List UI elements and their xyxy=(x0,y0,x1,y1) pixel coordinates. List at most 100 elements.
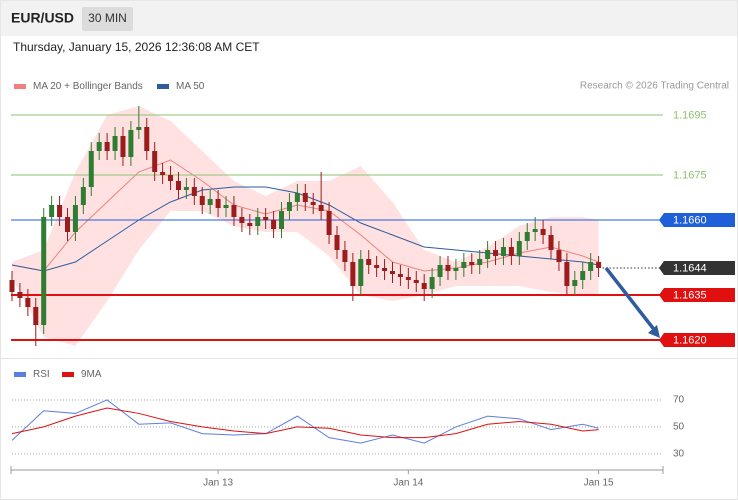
y-tick-label: 70 xyxy=(673,395,685,406)
candle-body xyxy=(453,268,459,271)
candle-body xyxy=(540,229,546,235)
candle-body xyxy=(57,205,63,217)
candle-body xyxy=(342,250,348,262)
forecast-arrow xyxy=(604,266,658,334)
candle-body xyxy=(175,181,181,190)
candle-body xyxy=(128,130,134,157)
candle-body xyxy=(223,205,229,208)
candle-body xyxy=(120,136,126,157)
legend-label: MA 50 xyxy=(176,81,205,92)
candle-body xyxy=(334,235,340,250)
level-label: 1.1675 xyxy=(673,169,707,181)
timeframe-badge[interactable] xyxy=(82,7,133,31)
level-label: 1.1660 xyxy=(673,214,707,226)
candle-body xyxy=(548,235,554,250)
level-label-tip xyxy=(659,213,664,227)
bollinger-band xyxy=(12,106,599,346)
candle-body xyxy=(144,127,150,151)
candle-body xyxy=(437,265,443,277)
level-label: 1.1620 xyxy=(673,334,707,346)
candle-body xyxy=(80,187,86,205)
level-label-tip xyxy=(659,288,664,302)
candle-body xyxy=(588,262,594,271)
level-label: 1.1695 xyxy=(673,109,707,121)
candle-body xyxy=(524,232,530,241)
candle-body xyxy=(88,151,94,187)
symbol: EUR/USD xyxy=(11,10,74,26)
level-label: 1.1644 xyxy=(673,262,707,274)
candle-body xyxy=(413,280,419,283)
candle-body xyxy=(374,265,380,268)
indicator-line xyxy=(11,407,599,439)
candle-body xyxy=(445,265,451,271)
candle-body xyxy=(247,223,253,226)
legend-label: 9MA xyxy=(81,369,102,380)
candle-body xyxy=(17,292,23,298)
candle-body xyxy=(564,262,570,286)
candle-body xyxy=(183,187,189,190)
candle-body xyxy=(350,262,356,286)
candle-body xyxy=(500,247,506,256)
candle-body xyxy=(152,151,158,172)
indicator-line xyxy=(11,399,599,444)
y-tick-label: 30 xyxy=(673,448,685,459)
candle-body xyxy=(263,217,269,220)
candle-body xyxy=(215,199,221,208)
forecast-arrowhead xyxy=(648,325,660,338)
level-label-box xyxy=(664,288,735,302)
candle-body xyxy=(207,199,213,205)
candle-body xyxy=(461,262,467,268)
legend-swatch xyxy=(62,372,74,377)
candle-body xyxy=(516,241,522,256)
level-label-box xyxy=(664,333,735,347)
candle-body xyxy=(49,205,55,217)
candle-body xyxy=(96,142,102,151)
level-label-box xyxy=(664,261,735,275)
candle-body xyxy=(136,127,142,130)
x-tick-label: Jan 14 xyxy=(393,478,423,489)
candle-body xyxy=(33,307,39,325)
candle-body xyxy=(72,205,78,232)
candle-body xyxy=(493,250,499,256)
candle-body xyxy=(477,259,483,265)
candle-body xyxy=(556,250,562,262)
timeframe[interactable]: 30 MIN xyxy=(88,11,127,25)
legend-swatch xyxy=(14,372,26,377)
legend-label: RSI xyxy=(33,369,50,380)
legend-swatch xyxy=(157,84,169,89)
candle-body xyxy=(271,220,277,229)
candle-body xyxy=(9,280,15,292)
candle-body xyxy=(405,277,411,280)
candle-body xyxy=(239,217,245,223)
candle-body xyxy=(25,298,31,307)
candle-body xyxy=(508,247,514,256)
candle-body xyxy=(572,280,578,286)
candle-body xyxy=(286,202,292,211)
candle-body xyxy=(302,193,308,202)
candle-body xyxy=(485,250,491,259)
candle-body xyxy=(382,268,388,271)
candle-body xyxy=(397,274,403,277)
legend-swatch xyxy=(14,84,26,89)
candle-body xyxy=(596,262,602,268)
annotation: Research © 2026 Trading Central xyxy=(580,81,729,92)
candle-body xyxy=(366,259,372,265)
candle-body xyxy=(41,217,47,325)
legend-label: MA 20 + Bollinger Bands xyxy=(33,81,143,92)
candle-body xyxy=(310,202,316,205)
candle-body xyxy=(64,217,70,232)
candle-body xyxy=(326,211,332,235)
candle-body xyxy=(199,196,205,205)
candle-body xyxy=(532,229,538,232)
candle-body xyxy=(279,211,285,229)
level-label-tip xyxy=(659,333,664,347)
candle-body xyxy=(389,271,395,274)
candle-body xyxy=(294,193,300,202)
candle-body xyxy=(429,277,435,289)
candle-body xyxy=(358,259,364,286)
candle-body xyxy=(421,283,427,289)
candle-body xyxy=(104,142,110,151)
main-layer xyxy=(9,106,663,346)
